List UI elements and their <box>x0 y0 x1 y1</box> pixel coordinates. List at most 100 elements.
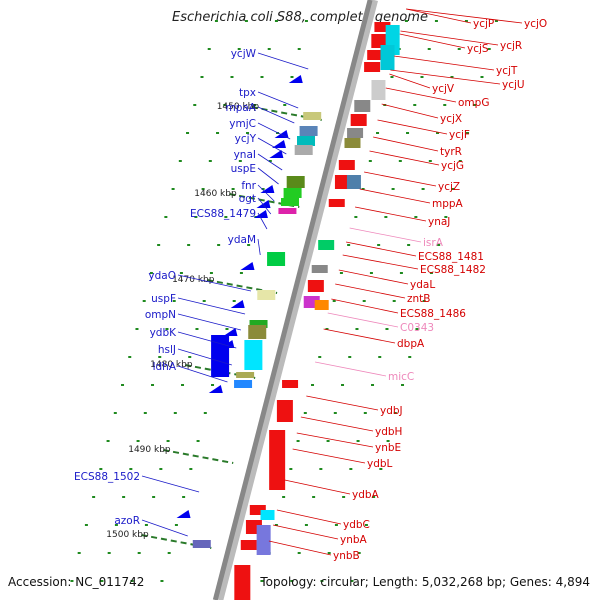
gene-label-connector <box>272 524 339 540</box>
track-dot <box>77 552 81 554</box>
gene-label-connector <box>257 122 291 140</box>
track-dot <box>413 104 417 106</box>
gene-label-connector <box>257 197 272 215</box>
track-dot <box>113 412 117 414</box>
track-dot <box>393 412 397 414</box>
left-strand-arrow <box>240 262 255 270</box>
track-dot <box>173 412 177 414</box>
left-feature-block <box>281 198 300 206</box>
track-dot <box>348 356 352 358</box>
track-dot <box>224 216 228 218</box>
track-dot <box>196 440 200 442</box>
track-dot <box>319 468 323 470</box>
left-feature-block <box>234 380 253 388</box>
left-gene-label: ECS88_1502 <box>74 471 140 483</box>
left-feature-block <box>192 540 211 548</box>
track-dot <box>188 356 192 358</box>
track-dot <box>160 580 164 582</box>
right-gene-label: ycjZ <box>438 181 460 193</box>
track-dot <box>376 132 380 134</box>
track-dot <box>129 468 133 470</box>
kbp-tick-line <box>206 279 278 294</box>
gene-label-connector <box>349 227 422 243</box>
track-dot <box>384 216 388 218</box>
right-gene-label: dbpA <box>397 338 425 350</box>
kbp-tick-line <box>141 534 212 549</box>
right-feature-block <box>354 100 371 112</box>
right-gene-label: ycjP <box>473 18 494 30</box>
track-dot <box>414 216 418 218</box>
gene-label-connector <box>335 283 406 299</box>
track-dot <box>404 20 408 22</box>
gene-label-connector <box>345 241 417 257</box>
right-gene-label: isrA <box>423 237 444 249</box>
track-dot <box>311 384 315 386</box>
track-dot <box>246 132 250 134</box>
track-dot <box>494 20 498 22</box>
right-feature-block <box>311 265 328 273</box>
track-dot <box>429 272 433 274</box>
track-dot <box>195 328 199 330</box>
right-feature-block <box>338 160 355 170</box>
track-dot <box>354 216 358 218</box>
track-dot <box>167 552 171 554</box>
right-gene-label: ydbH <box>375 426 402 438</box>
track-dot <box>283 104 287 106</box>
right-gene-label: ydbL <box>367 458 393 470</box>
track-dot <box>304 524 308 526</box>
gene-label-connector <box>377 119 448 135</box>
track-dot <box>151 384 155 386</box>
track-dot <box>399 272 403 274</box>
right-feature-block <box>371 34 388 48</box>
track-dot <box>437 244 441 246</box>
track-dot <box>377 244 381 246</box>
right-feature-block <box>269 430 286 490</box>
left-feature-block <box>236 372 255 378</box>
track-dot <box>372 496 376 498</box>
gene-label-connector <box>389 73 431 89</box>
track-dot <box>260 580 264 582</box>
right-gene-label: ynbA <box>340 534 368 546</box>
track-dot <box>420 76 424 78</box>
track-dot <box>247 244 251 246</box>
track-dot <box>457 48 461 50</box>
right-gene-label: ycjX <box>440 113 462 125</box>
right-feature-block <box>350 114 367 126</box>
right-gene-label: micC <box>388 371 414 383</box>
track-dot <box>70 580 74 582</box>
gene-label-connector <box>373 136 439 152</box>
left-gene-label: ynaI <box>234 149 256 161</box>
right-feature-block <box>307 280 324 292</box>
left-strand-arrow <box>208 385 223 393</box>
track-dot <box>362 300 366 302</box>
right-gene-label: C0343 <box>400 322 434 334</box>
gene-label-connector <box>257 91 299 109</box>
track-dot <box>436 132 440 134</box>
track-dot <box>84 524 88 526</box>
track-dot <box>179 272 183 274</box>
track-dot <box>464 20 468 22</box>
gene-label-connector <box>268 540 332 556</box>
track-dot <box>407 244 411 246</box>
gene-label-connector <box>364 171 437 187</box>
gene-label-connector <box>400 30 499 46</box>
right-gene-label: ECS88_1486 <box>400 308 466 320</box>
left-feature-block <box>286 176 305 188</box>
left-gene-label: fnr <box>241 180 256 192</box>
kbp-tick-label: 1470 kbp <box>172 275 215 285</box>
track-dot <box>466 132 470 134</box>
track-dot <box>357 552 361 554</box>
gene-label-connector <box>390 69 501 85</box>
track-dot <box>92 496 96 498</box>
right-gene-label: ycjO <box>524 18 547 30</box>
track-dot <box>326 440 330 442</box>
kbp-tick-label: 1500 kbp <box>106 530 149 540</box>
left-feature-block <box>244 340 263 370</box>
left-gene-label: ogt <box>239 193 256 205</box>
track-dot <box>401 384 405 386</box>
right-gene-label: ycjG <box>441 160 464 172</box>
left-feature-block <box>278 208 297 214</box>
track-dot <box>368 160 372 162</box>
track-dot <box>178 160 182 162</box>
